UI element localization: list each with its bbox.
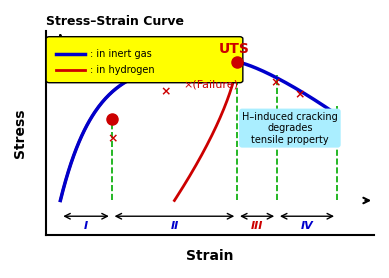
- Text: : in hydrogen: : in hydrogen: [90, 65, 155, 75]
- Text: ×: ×: [326, 125, 336, 138]
- Text: ×(Failure): ×(Failure): [183, 79, 238, 89]
- FancyBboxPatch shape: [46, 37, 243, 83]
- Text: II: II: [170, 222, 179, 232]
- Text: UTS: UTS: [219, 42, 250, 56]
- Text: H–induced cracking
degrades
tensile property: H–induced cracking degrades tensile prop…: [242, 111, 338, 145]
- Text: ×: ×: [161, 85, 171, 98]
- Text: I: I: [84, 222, 88, 232]
- Text: Stress: Stress: [13, 108, 27, 158]
- Text: ×: ×: [108, 133, 118, 146]
- Text: Stress–Strain Curve: Stress–Strain Curve: [46, 15, 184, 28]
- Text: III: III: [251, 222, 263, 232]
- Text: ×: ×: [294, 89, 305, 101]
- X-axis label: Strain: Strain: [186, 249, 234, 263]
- Text: ×: ×: [270, 76, 281, 89]
- Text: IV: IV: [301, 222, 314, 232]
- Text: : in inert gas: : in inert gas: [90, 49, 152, 59]
